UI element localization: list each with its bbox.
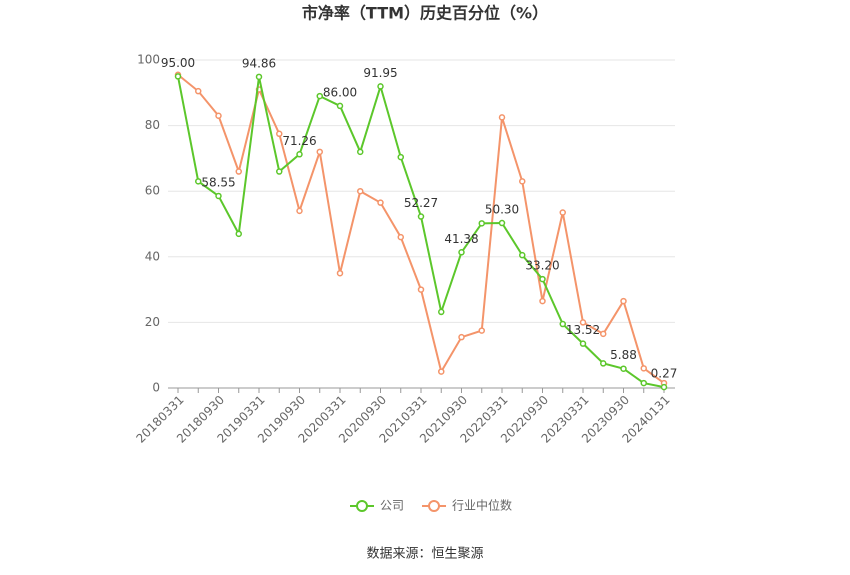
data-point — [215, 192, 222, 200]
data-point — [336, 102, 344, 110]
data-point — [660, 383, 668, 391]
data-label: 86.00 — [323, 85, 357, 99]
data-point — [559, 209, 566, 216]
data-point — [579, 319, 587, 326]
y-tick-label: 100 — [137, 53, 160, 67]
y-tick-label: 40 — [145, 249, 160, 263]
data-label: 91.95 — [363, 66, 397, 80]
data-label: 41.38 — [444, 232, 478, 246]
data-point — [539, 297, 546, 305]
legend-label: 公司 — [380, 499, 404, 513]
data-point — [600, 330, 607, 338]
data-label: 0.27 — [651, 367, 678, 381]
data-point — [478, 220, 485, 227]
data-point — [215, 112, 222, 120]
data-point — [519, 251, 526, 259]
data-label: 52.27 — [404, 196, 438, 210]
data-point — [600, 360, 607, 367]
data-point — [458, 249, 465, 256]
data-label: 71.26 — [282, 134, 316, 148]
data-point — [417, 213, 425, 220]
source-note: 数据来源：恒生聚源 — [366, 547, 483, 562]
data-point — [640, 379, 647, 387]
data-point — [498, 114, 506, 121]
data-point — [640, 365, 647, 372]
y-tick-label: 60 — [145, 184, 160, 198]
data-label: 94.86 — [242, 56, 276, 70]
data-point — [276, 168, 283, 175]
data-point — [539, 275, 546, 283]
y-tick-label: 20 — [145, 315, 160, 329]
data-point — [357, 187, 364, 195]
data-point — [235, 168, 242, 175]
data-point — [498, 219, 506, 227]
data-point — [397, 233, 404, 241]
data-point — [458, 333, 465, 341]
y-tick-label: 80 — [145, 118, 160, 132]
data-point — [519, 178, 526, 185]
data-label: 13.52 — [566, 323, 600, 337]
data-label: 50.30 — [485, 203, 519, 217]
data-point — [478, 327, 485, 334]
data-label: 33.20 — [525, 259, 559, 273]
data-point — [579, 340, 587, 347]
data-point — [620, 297, 627, 305]
data-point — [417, 286, 425, 293]
data-point — [316, 148, 323, 156]
data-point — [397, 153, 404, 161]
chart-title: 市净率（TTM）历史百分位（%） — [302, 4, 548, 23]
data-point — [195, 87, 202, 95]
data-point — [357, 148, 364, 156]
data-point — [377, 199, 384, 206]
data-point — [377, 83, 384, 90]
legend-marker — [356, 500, 368, 512]
legend-label: 行业中位数 — [452, 498, 512, 513]
data-point — [296, 207, 303, 215]
data-point — [174, 73, 182, 80]
data-point — [195, 178, 202, 185]
data-point — [559, 320, 566, 328]
data-point — [316, 92, 323, 100]
data-point — [438, 368, 445, 375]
data-label: 58.55 — [201, 175, 235, 189]
data-label: 5.88 — [610, 348, 637, 362]
data-label: 95.00 — [161, 56, 195, 70]
data-point — [235, 230, 242, 238]
data-point — [255, 73, 263, 81]
data-point — [296, 151, 303, 158]
y-tick-label: 0 — [152, 381, 160, 395]
data-point — [438, 308, 445, 316]
data-point — [276, 130, 283, 138]
data-point — [336, 269, 344, 277]
data-point — [620, 365, 627, 372]
legend-marker — [428, 500, 441, 512]
